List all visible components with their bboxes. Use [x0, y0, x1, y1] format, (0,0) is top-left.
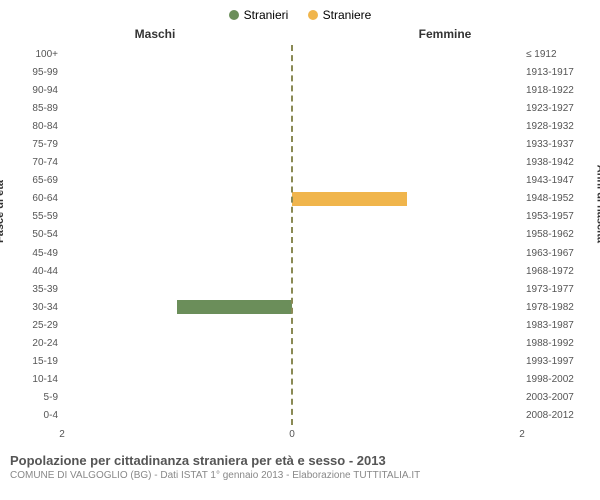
birth-tick: 1988-1992	[526, 338, 590, 349]
x-ticks: 2 0 2	[62, 429, 522, 443]
center-line	[291, 45, 293, 425]
y-axis-label-left: Fasce di età	[0, 180, 6, 243]
birth-tick: 1993-1997	[526, 356, 590, 367]
age-tick: 65-69	[10, 175, 58, 186]
birth-tick: 1923-1927	[526, 103, 590, 114]
age-tick: 80-84	[10, 121, 58, 132]
footer: Popolazione per cittadinanza straniera p…	[10, 453, 590, 481]
age-tick: 55-59	[10, 211, 58, 222]
birth-tick: 1928-1932	[526, 121, 590, 132]
birth-tick: 1968-1972	[526, 266, 590, 277]
x-tick: 2	[519, 429, 525, 440]
age-tick: 70-74	[10, 157, 58, 168]
age-tick: 85-89	[10, 103, 58, 114]
birth-tick: 1948-1952	[526, 193, 590, 204]
legend-item-male: Stranieri	[229, 8, 289, 22]
age-tick: 0-4	[10, 410, 58, 421]
age-tick: 95-99	[10, 67, 58, 78]
age-tick: 100+	[10, 49, 58, 60]
legend-label-female: Straniere	[323, 8, 372, 22]
age-tick: 75-79	[10, 139, 58, 150]
birth-tick: 2008-2012	[526, 410, 590, 421]
legend-item-female: Straniere	[308, 8, 372, 22]
plot-area: 100+≤ 191295-991913-191790-941918-192285…	[62, 45, 522, 425]
age-tick: 25-29	[10, 320, 58, 331]
age-tick: 45-49	[10, 248, 58, 259]
age-tick: 20-24	[10, 338, 58, 349]
birth-tick: 1913-1917	[526, 67, 590, 78]
age-tick: 40-44	[10, 266, 58, 277]
birth-tick: 1963-1967	[526, 248, 590, 259]
age-tick: 90-94	[10, 85, 58, 96]
y-axis-label-right: Anni di nascita	[594, 165, 600, 243]
birth-tick: 1938-1942	[526, 157, 590, 168]
birth-tick: 1998-2002	[526, 374, 590, 385]
birth-tick: 1973-1977	[526, 284, 590, 295]
age-tick: 30-34	[10, 302, 58, 313]
x-tick: 2	[59, 429, 65, 440]
legend-swatch-male	[229, 10, 239, 20]
age-tick: 10-14	[10, 374, 58, 385]
birth-tick: 1943-1947	[526, 175, 590, 186]
birth-tick: 1953-1957	[526, 211, 590, 222]
birth-tick: 2003-2007	[526, 392, 590, 403]
birth-tick: 1958-1962	[526, 229, 590, 240]
age-tick: 35-39	[10, 284, 58, 295]
age-tick: 50-54	[10, 229, 58, 240]
birth-tick: 1983-1987	[526, 320, 590, 331]
legend: Stranieri Straniere	[10, 8, 590, 23]
age-tick: 5-9	[10, 392, 58, 403]
legend-label-male: Stranieri	[244, 8, 289, 22]
legend-swatch-female	[308, 10, 318, 20]
birth-tick: 1918-1922	[526, 85, 590, 96]
age-tick: 60-64	[10, 193, 58, 204]
birth-tick: 1933-1937	[526, 139, 590, 150]
column-header-female: Femmine	[419, 27, 472, 41]
chart: Maschi Femmine Fasce di età Anni di nasc…	[10, 27, 590, 447]
birth-tick: ≤ 1912	[526, 49, 590, 60]
column-header-male: Maschi	[135, 27, 176, 41]
x-tick: 0	[289, 429, 295, 440]
bar-male	[177, 300, 292, 314]
age-tick: 15-19	[10, 356, 58, 367]
chart-title: Popolazione per cittadinanza straniera p…	[10, 453, 590, 468]
birth-tick: 1978-1982	[526, 302, 590, 313]
chart-subtitle: COMUNE DI VALGOGLIO (BG) - Dati ISTAT 1°…	[10, 470, 590, 481]
bar-female	[292, 192, 407, 206]
